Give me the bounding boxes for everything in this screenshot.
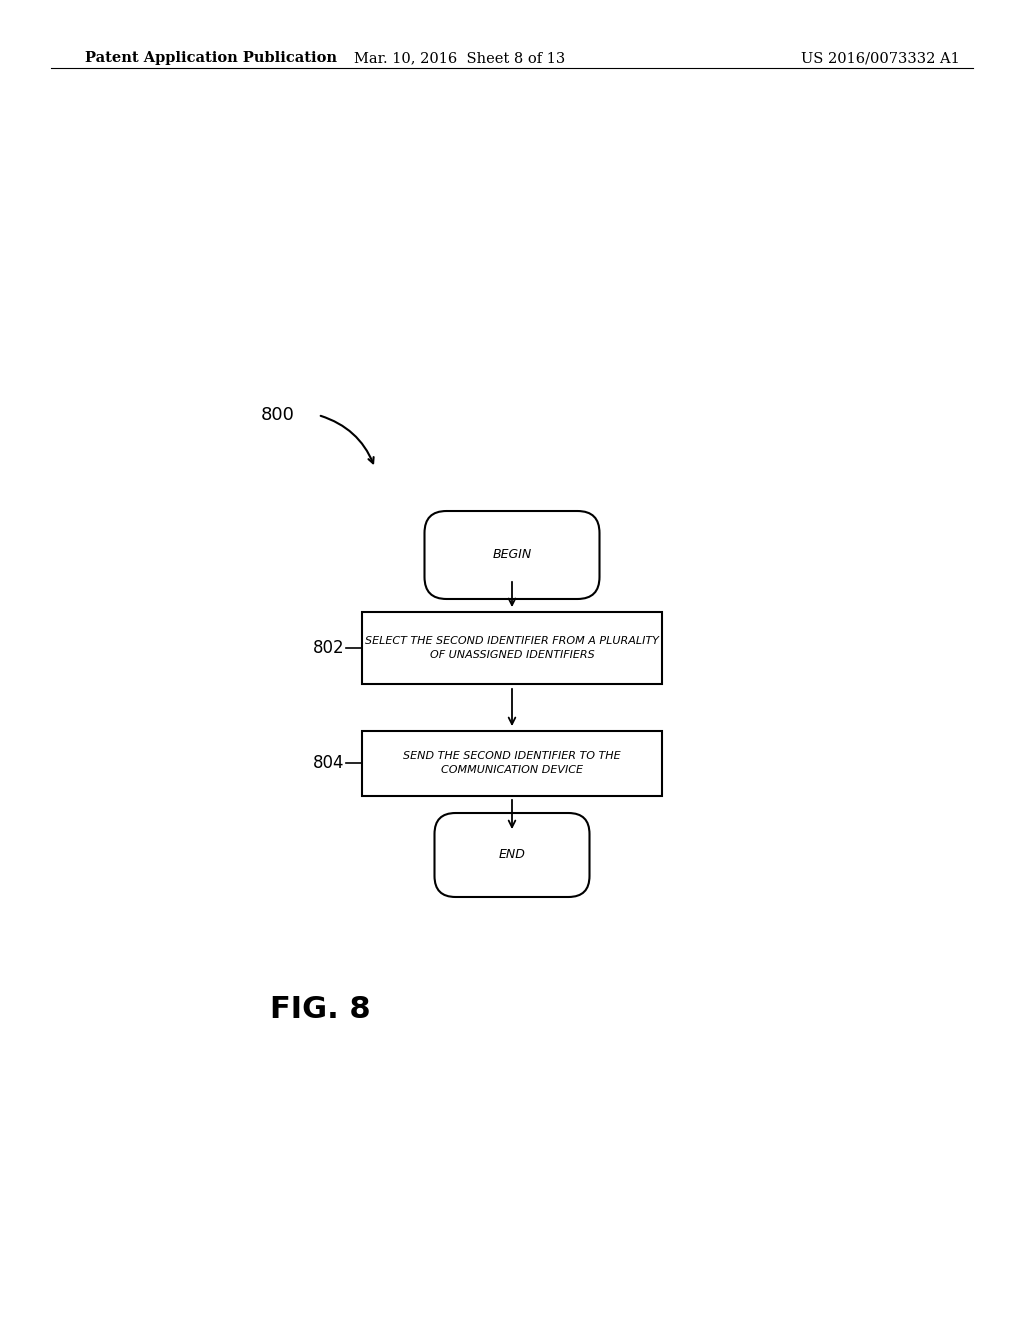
Text: 802: 802 xyxy=(312,639,344,657)
Ellipse shape xyxy=(434,834,476,876)
Bar xyxy=(362,730,662,796)
Text: US 2016/0073332 A1: US 2016/0073332 A1 xyxy=(801,51,959,65)
Text: SELECT THE SECOND IDENTIFIER FROM A PLURALITY
OF UNASSIGNED IDENTIFIERS: SELECT THE SECOND IDENTIFIER FROM A PLUR… xyxy=(366,636,658,660)
Text: SEND THE SECOND IDENTIFIER TO THE
COMMUNICATION DEVICE: SEND THE SECOND IDENTIFIER TO THE COMMUN… xyxy=(403,751,621,775)
Text: Mar. 10, 2016  Sheet 8 of 13: Mar. 10, 2016 Sheet 8 of 13 xyxy=(354,51,565,65)
Text: BEGIN: BEGIN xyxy=(493,549,531,561)
Bar xyxy=(446,533,578,577)
Ellipse shape xyxy=(548,834,590,876)
Text: FIG. 8: FIG. 8 xyxy=(270,995,371,1024)
Ellipse shape xyxy=(555,533,599,577)
Ellipse shape xyxy=(425,533,469,577)
Text: 804: 804 xyxy=(312,754,344,772)
Bar xyxy=(456,834,568,876)
Text: END: END xyxy=(499,849,525,862)
Bar xyxy=(362,612,662,684)
Text: Patent Application Publication: Patent Application Publication xyxy=(85,51,337,65)
Text: 800: 800 xyxy=(261,407,295,424)
